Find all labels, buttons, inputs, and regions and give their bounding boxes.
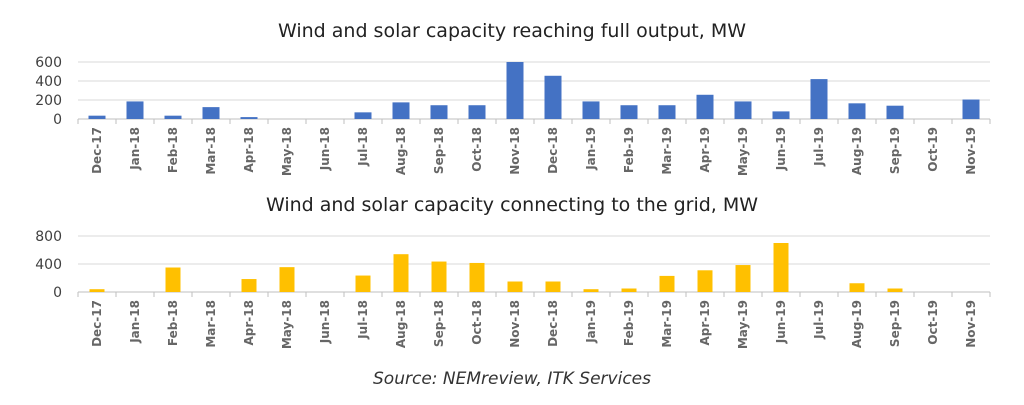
full-output-bar [582,101,600,119]
full-output-bar-chart: 0 200 400 600 Dec-17 Jan-18 Feb-18 Mar-18 Apr-18… [35,55,991,176]
grid-connection-x-tick-label: Dec-17 [90,300,104,347]
grid-connection-x-tick-label: Apr-18 [242,300,256,345]
full-output-x-tick-label: Feb-18 [166,127,180,173]
full-output-y-tick-label: 0 [53,112,62,128]
grid-connection-x-tick-label: Apr-19 [698,300,712,345]
grid-connection-bar [773,243,789,292]
full-output-bar [468,105,486,119]
grid-connection-x-tick-label: Jun-19 [774,300,788,344]
grid-connection-bar [887,288,903,292]
grid-connection-x-tick-label: Feb-18 [166,300,180,346]
grid-connection-bar [735,265,751,292]
full-output-bar [620,105,638,119]
grid-connection-y-tick-label: 0 [53,285,62,301]
full-output-x-tick-label: Nov-18 [508,127,522,175]
full-output-bar [392,102,410,119]
grid-connection-bar [507,281,523,292]
full-output-x-tick-label: Oct-18 [470,127,484,172]
grid-connection-x-tick-label: Feb-19 [622,300,636,346]
full-output-x-tick-label: Jan-19 [584,127,598,171]
grid-connection-bar [583,289,599,292]
full-output-x-tick-label: Aug-19 [850,127,864,175]
chart-title-full-output: Wind and solar capacity reaching full ou… [277,20,746,42]
grid-connection-x-tick-label: Jul-19 [812,300,826,340]
full-output-y-tick-label: 200 [35,93,62,109]
grid-connection-x-tick-label: Jan-18 [128,300,142,344]
grid-connection-y-tick-label: 400 [35,257,62,273]
full-output-x-tick-label: May-19 [736,127,750,176]
grid-connection-x-tick-label: Sep-18 [432,300,446,347]
grid-connection-x-tick-label: May-19 [736,300,750,349]
grid-connection-x-tick-label: Jul-18 [356,300,370,340]
full-output-x-tick-label: Apr-18 [242,127,256,172]
grid-connection-x-tick-label: Jan-19 [584,300,598,344]
full-output-x-tick-label: Dec-17 [90,127,104,174]
full-output-x-tick-label: Mar-19 [660,127,674,175]
grid-connection-bar [279,267,295,292]
grid-connection-bar [393,254,409,292]
full-output-x-tick-label: Oct-19 [926,127,940,172]
grid-connection-x-tick-label: Dec-18 [546,300,560,347]
full-output-x-tick-label: Jul-18 [356,127,370,167]
full-output-bar [734,101,752,119]
full-output-y-tick-label: 400 [35,74,62,90]
grid-connection-bar [659,275,675,292]
full-output-x-tick-label: Dec-18 [546,127,560,174]
full-output-bar [430,105,448,119]
full-output-bar [506,62,524,119]
full-output-x-tick-label: Jun-19 [774,127,788,171]
full-output-x-tick-label: Sep-18 [432,127,446,174]
grid-connection-x-tick-label: Aug-19 [850,300,864,348]
grid-connection-x-tick-label: Mar-19 [660,300,674,348]
full-output-y-tick-label: 600 [35,55,62,71]
full-output-bar [354,112,372,119]
full-output-bar [544,75,562,119]
full-output-bar [886,105,904,119]
grid-connection-x-tick-label: Nov-19 [964,300,978,348]
full-output-x-tick-label: May-18 [280,127,294,176]
chart-title-grid-connection: Wind and solar capacity connecting to th… [265,194,759,216]
full-output-bar [126,101,144,119]
grid-connection-bar [241,279,257,292]
full-output-x-tick-label: Nov-19 [964,127,978,175]
grid-connection-x-tick-label: May-18 [280,300,294,349]
full-output-bar [848,103,866,119]
full-output-x-tick-label: Mar-18 [204,127,218,175]
grid-connection-bar-chart: 0 400 800 Dec-17 Jan-18 Feb-18 Mar-18 Apr-18 May… [35,229,991,349]
full-output-bar [88,115,106,119]
full-output-bar [772,111,790,119]
full-output-bar [658,105,676,119]
grid-connection-bar [545,281,561,292]
grid-connection-bar [431,261,447,292]
full-output-x-tick-label: Jun-18 [318,127,332,171]
grid-connection-x-tick-label: Oct-18 [470,300,484,345]
grid-connection-x-tick-label: Jun-18 [318,300,332,344]
grid-connection-bar [849,283,865,292]
grid-connection-x-tick-label: Nov-18 [508,300,522,348]
full-output-bar [810,79,828,119]
full-output-bar [696,94,714,119]
full-output-x-tick-label: Sep-19 [888,127,902,174]
full-output-x-tick-label: Jan-18 [128,127,142,171]
grid-connection-bar [621,288,637,292]
grid-connection-bar [355,275,371,292]
grid-connection-y-tick-label: 800 [35,229,62,245]
grid-connection-bar [89,289,105,292]
source-note: Source: NEMreview, ITK Services [373,369,651,389]
full-output-bar [164,115,182,119]
full-output-bar [202,107,220,119]
grid-connection-x-tick-label: Oct-19 [926,300,940,345]
grid-connection-x-tick-label: Sep-19 [888,300,902,347]
full-output-x-tick-label: Aug-18 [394,127,408,175]
grid-connection-bar [165,267,181,292]
full-output-x-tick-label: Apr-19 [698,127,712,172]
full-output-bar [962,99,980,119]
full-output-x-tick-label: Jul-19 [812,127,826,167]
grid-connection-bar [469,262,485,292]
grid-connection-bar [697,270,713,292]
full-output-x-tick-label: Feb-19 [622,127,636,173]
full-output-bar [240,117,258,119]
grid-connection-x-tick-label: Aug-18 [394,300,408,348]
grid-connection-x-tick-label: Mar-18 [204,300,218,348]
